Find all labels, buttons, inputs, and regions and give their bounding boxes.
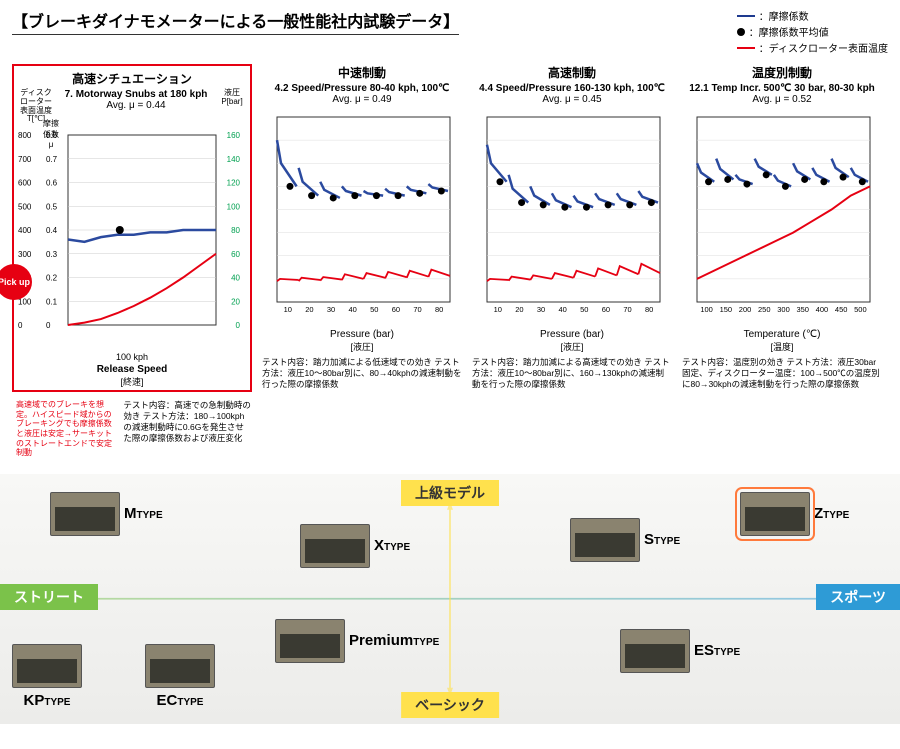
svg-text:80: 80: [435, 305, 443, 314]
chart-2-svg: 10 20 30 40 50 60 70 80: [265, 107, 460, 327]
svg-text:250: 250: [758, 305, 771, 314]
page-title: 【ブレーキダイナモメーターによる一般性能社内試験データ】: [12, 8, 459, 35]
chart-1-svg: 8000.81607000.71406000.61205000.51004000…: [16, 125, 246, 345]
svg-text:30: 30: [326, 305, 334, 314]
product-x: XTYPE: [300, 524, 410, 568]
svg-text:450: 450: [834, 305, 847, 314]
svg-text:70: 70: [413, 305, 421, 314]
svg-text:30: 30: [536, 305, 544, 314]
svg-text:0: 0: [18, 321, 23, 330]
svg-text:0.4: 0.4: [46, 226, 58, 235]
quad-label-left: ストリート: [0, 584, 98, 610]
product-z: ZTYPE: [740, 492, 849, 536]
svg-text:160: 160: [227, 131, 241, 140]
svg-text:10: 10: [493, 305, 501, 314]
svg-text:300: 300: [18, 250, 32, 259]
svg-text:400: 400: [18, 226, 32, 235]
svg-text:140: 140: [227, 155, 241, 164]
quad-label-bottom: ベーシック: [401, 692, 499, 718]
pickup-desc: 高速域でのブレーキを想定。ハイスピード域からのブレーキングでも摩擦係数と液圧は安…: [12, 400, 117, 458]
chart-3-svg: 10 20 30 40 50 60 70 80: [475, 107, 670, 327]
quad-label-right: スポーツ: [816, 584, 900, 610]
product-es: ESTYPE: [620, 629, 740, 673]
chart-1-desc: テスト内容：高速での急制動時の効き テスト方法：180→100kphの減速制動時…: [123, 400, 252, 458]
svg-text:0.3: 0.3: [46, 250, 58, 259]
product-ec: ECTYPE: [145, 644, 215, 709]
svg-text:350: 350: [796, 305, 809, 314]
svg-text:800: 800: [18, 131, 32, 140]
axis-label-pressure: 液圧P[bar]: [216, 89, 248, 124]
chart-3: 高速制動 4.4 Speed/Pressure 160-130 kph, 100…: [472, 64, 672, 390]
svg-text:60: 60: [601, 305, 609, 314]
svg-text:50: 50: [370, 305, 378, 314]
svg-text:0: 0: [46, 321, 51, 330]
svg-text:0.6: 0.6: [46, 179, 58, 188]
svg-text:40: 40: [231, 274, 240, 283]
chart-4-svg: 100 150 200 250 300 350 400 450 500: [685, 107, 880, 327]
product-kp: KPTYPE: [12, 644, 82, 709]
product-s: STYPE: [570, 518, 680, 562]
product-matrix: 上級モデル ベーシック ストリート スポーツ MTYPE XTYPE STYPE…: [0, 474, 900, 724]
chart-3-desc: テスト内容：踏力加減による高速域での効き テスト方法：液圧10〜80bar別に、…: [472, 357, 672, 390]
svg-text:500: 500: [854, 305, 867, 314]
product-premium: PremiumTYPE: [275, 619, 439, 663]
svg-text:70: 70: [623, 305, 631, 314]
svg-text:80: 80: [645, 305, 653, 314]
chart-2: 中速制動 4.2 Speed/Pressure 80-40 kph, 100℃ …: [262, 64, 462, 390]
svg-text:0.2: 0.2: [46, 274, 58, 283]
svg-text:300: 300: [777, 305, 790, 314]
chart-4-desc: テスト内容：温度別の効き テスト方法：液圧30bar固定、ディスクローター温度：…: [682, 357, 882, 390]
chart-4: 温度別制動 12.1 Temp Incr. 500℃ 30 bar, 80-30…: [682, 64, 882, 390]
svg-text:40: 40: [348, 305, 356, 314]
svg-text:50: 50: [580, 305, 588, 314]
svg-text:100: 100: [700, 305, 713, 314]
svg-text:60: 60: [391, 305, 399, 314]
svg-text:60: 60: [231, 250, 240, 259]
svg-text:200: 200: [738, 305, 751, 314]
svg-text:150: 150: [719, 305, 732, 314]
svg-text:0: 0: [236, 321, 241, 330]
svg-text:20: 20: [305, 305, 313, 314]
chart-legend: ：摩擦係数 ：摩擦係数平均値 ：ディスクローター表面温度: [737, 8, 888, 56]
svg-text:0.1: 0.1: [46, 297, 58, 306]
product-m: MTYPE: [50, 492, 163, 536]
chart-2-desc: テスト内容：踏力加減による低速域での効き テスト方法：液圧10〜80bar別に、…: [262, 357, 462, 390]
quad-label-top: 上級モデル: [401, 480, 499, 506]
svg-text:700: 700: [18, 155, 32, 164]
svg-text:20: 20: [231, 297, 240, 306]
svg-text:20: 20: [515, 305, 523, 314]
svg-text:0.5: 0.5: [46, 202, 58, 211]
svg-text:100: 100: [227, 202, 241, 211]
svg-text:500: 500: [18, 202, 32, 211]
svg-text:40: 40: [558, 305, 566, 314]
svg-text:10: 10: [283, 305, 291, 314]
svg-text:120: 120: [227, 179, 241, 188]
svg-text:80: 80: [231, 226, 240, 235]
svg-text:600: 600: [18, 179, 32, 188]
svg-text:0.7: 0.7: [46, 155, 58, 164]
svg-text:400: 400: [815, 305, 828, 314]
chart-1: 高速シチュエーション ディスクローター表面温度T[℃] 7. Motorway …: [12, 64, 252, 458]
